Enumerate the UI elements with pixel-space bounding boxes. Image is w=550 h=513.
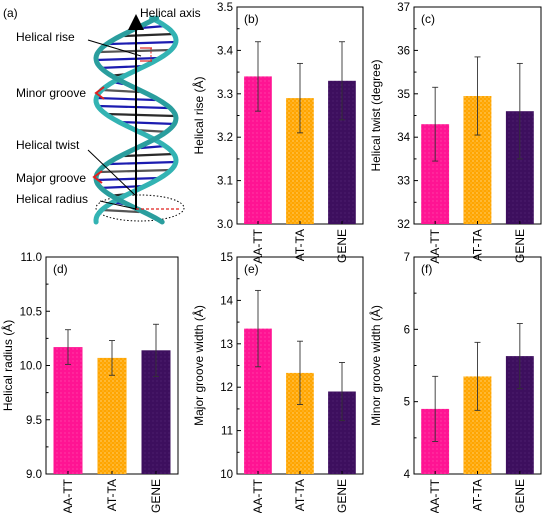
base-pair-rung	[109, 40, 176, 46]
y-tick-label: 13	[220, 339, 233, 351]
y-tick-label: 34	[397, 132, 410, 144]
y-axis-label: Helical twist (degree)	[369, 59, 383, 171]
y-axis-label: Minor groove width (Å)	[368, 305, 383, 426]
chart-panel-helical-rise: 3.0 3.1 3.2 3.3 3.4 3.5 Helical rise (Å) (b) AA-…	[191, 2, 364, 264]
y-tick-label: 3.0	[217, 219, 233, 231]
bar-aa-tt	[53, 347, 83, 474]
helical-axis-label: Helical axis	[140, 6, 201, 20]
base-pair-rung	[140, 24, 166, 30]
base-pair-rung	[109, 160, 176, 166]
panel-label: (c)	[421, 12, 435, 26]
panel-label: (f)	[421, 262, 432, 276]
base-pair-rung	[96, 96, 156, 102]
y-tick-label: 3.1	[217, 176, 233, 188]
y-tick-label: 9.5	[26, 415, 42, 427]
y-tick-label: 3.2	[217, 132, 233, 144]
x-tick-label: AA-TT	[428, 228, 442, 263]
panel-label: (e)	[244, 262, 259, 276]
base-pair-rung	[99, 184, 146, 190]
minor-groove-label: Minor groove	[16, 86, 86, 100]
x-tick-label: AA-TT	[61, 478, 75, 513]
helical-radius-label: Helical radius	[16, 192, 88, 206]
x-tick-label: AT-TA	[293, 229, 307, 261]
chart-panel-helical-twist: 32 33 34 35 36 37 Helical twist (degree) (c) AA-…	[369, 2, 542, 264]
y-tick-label: 10	[220, 469, 233, 481]
x-tick-label: GENE	[335, 229, 349, 263]
backbone-strand-1	[93, 15, 179, 225]
y-tick-label: 9.0	[26, 469, 42, 481]
y-axis-label: Helical rise (Å)	[191, 76, 206, 154]
minor-groove-arrow-icon	[94, 86, 105, 100]
y-tick-label: 15	[220, 252, 233, 264]
y-tick-label: 5	[404, 397, 410, 409]
x-tick-label: GENE	[149, 479, 163, 513]
y-tick-label: 3.5	[217, 2, 233, 14]
y-tick-label: 36	[397, 45, 410, 57]
major-groove-label: Major groove	[16, 171, 86, 185]
backbone-strand-2	[93, 15, 179, 225]
base-pair-rung	[101, 88, 140, 94]
y-tick-label: 33	[397, 176, 410, 188]
x-tick-label: AA-TT	[251, 228, 265, 263]
bar-at-ta	[97, 357, 127, 474]
x-tick-label: GENE	[335, 479, 349, 513]
dna-helix-diagram: (a) Helical axis Helical rise Minor groo…	[3, 6, 201, 225]
base-pair-rung	[101, 208, 140, 214]
x-tick-label: GENE	[513, 479, 527, 513]
x-tick-label: AT-TA	[471, 479, 485, 511]
y-tick-label: 14	[220, 295, 233, 307]
diagram-panel-label: (a)	[3, 6, 18, 20]
x-tick-label: AA-TT	[428, 478, 442, 513]
base-pair-rung	[124, 152, 174, 158]
helix-base-ellipse	[95, 194, 185, 222]
y-tick-label: 32	[397, 219, 410, 231]
chart-panel-minor-groove-width: 4 5 6 7 Minor groove width (Å) (f) AA-TT AT-TA G…	[368, 252, 542, 513]
helical-radius-pointer	[99, 200, 137, 210]
y-tick-label: 35	[397, 89, 410, 101]
chart-panel-helical-radius: 9.0 9.5 10.0 10.5 11.0 Helical radius (Å) (d) A…	[0, 252, 179, 513]
x-tick-label: AT-TA	[293, 479, 307, 511]
base-pair-rung	[99, 64, 146, 70]
y-tick-label: 10.5	[20, 306, 42, 318]
y-tick-label: 10.0	[20, 361, 42, 373]
x-tick-label: GENE	[513, 229, 527, 263]
y-tick-label: 37	[397, 2, 410, 14]
base-pair-rung	[97, 104, 168, 110]
base-pair-rung	[118, 120, 176, 126]
base-pair-rung	[105, 112, 176, 118]
panel-label: (d)	[53, 262, 68, 276]
x-tick-label: AA-TT	[251, 478, 265, 513]
helical-twist-pointer	[87, 149, 137, 197]
y-tick-label: 12	[220, 382, 233, 394]
helical-rise-pointer	[87, 39, 142, 57]
base-pair-rung	[124, 32, 174, 38]
chart-panel-major-groove-width: 10 11 12 13 14 15 Major groove width (Å) (e) AA-…	[191, 252, 364, 513]
panel-label: (b)	[244, 12, 259, 26]
y-tick-label: 4	[404, 469, 411, 481]
y-tick-label: 3.4	[217, 45, 234, 57]
helical-twist-label: Helical twist	[16, 138, 80, 152]
y-tick-label: 6	[404, 324, 410, 336]
major-groove-arrow-icon	[92, 170, 103, 184]
y-tick-label: 7	[404, 252, 410, 264]
base-pair-rung	[95, 56, 161, 62]
y-tick-label: 3.3	[217, 89, 233, 101]
y-tick-label: 11	[221, 426, 233, 438]
base-pair-rung	[95, 176, 161, 182]
base-pair-rung	[140, 144, 166, 150]
x-tick-label: AT-TA	[105, 479, 119, 511]
helical-rise-label: Helical rise	[16, 30, 75, 44]
y-axis-label: Major groove width (Å)	[191, 305, 206, 426]
x-tick-label: AT-TA	[471, 229, 485, 261]
y-tick-label: 11.0	[20, 252, 42, 264]
y-axis-label: Helical radius (Å)	[0, 320, 15, 411]
